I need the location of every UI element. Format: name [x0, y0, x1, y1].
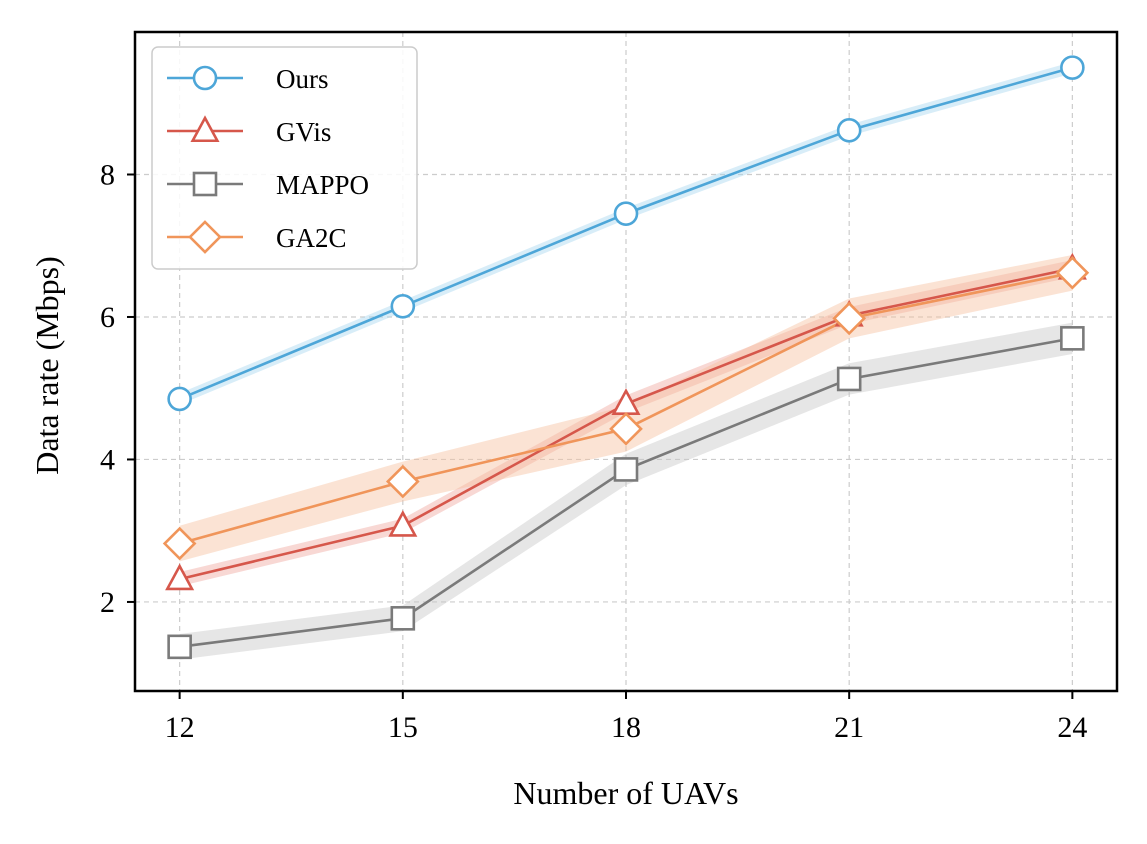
x-ticks: 12 15 18 21 24	[165, 691, 1087, 744]
y-ticks: 2 4 6 8	[100, 158, 135, 619]
band-mappo	[179, 322, 1073, 660]
data-point-mappo	[836, 366, 862, 392]
x-tick-label: 15	[388, 711, 418, 744]
data-point-ours	[836, 118, 862, 143]
legend-box	[151, 46, 418, 270]
x-tick-label: 18	[611, 711, 641, 744]
data-point-mappo	[167, 634, 192, 660]
legend-marker-ga2c	[188, 220, 222, 254]
data-point-gvis	[388, 509, 418, 537]
legend-marker-mappo	[192, 171, 218, 197]
data-point-ga2c	[832, 301, 867, 336]
legend-marker-gvis	[190, 115, 220, 143]
y-tick-label: 6	[100, 301, 115, 334]
data-point-mappo	[390, 606, 416, 631]
data-point-ga2c	[609, 411, 643, 446]
data-point-gvis	[165, 563, 195, 591]
data-point-ga2c	[1055, 255, 1090, 290]
x-tick-label: 21	[834, 711, 864, 744]
data-point-ga2c	[162, 526, 197, 561]
data-point-ours	[1060, 55, 1085, 80]
legend-label-ours: Ours	[276, 64, 329, 94]
y-tick-label: 2	[100, 586, 115, 619]
band-gvis	[179, 259, 1073, 587]
x-tick-label: 12	[165, 711, 195, 744]
legend-label-ga2c: GA2C	[276, 223, 347, 253]
legend: Ours GVis MAPPO GA2C	[151, 46, 418, 270]
data-point-ours	[390, 293, 416, 319]
y-tick-label: 8	[100, 158, 115, 191]
data-point-ga2c	[385, 464, 420, 499]
data-point-ours	[613, 201, 639, 226]
data-point-ours	[167, 386, 192, 412]
data-point-mappo	[1060, 326, 1085, 351]
band-ours	[179, 61, 1073, 405]
legend-label-gvis: GVis	[276, 117, 331, 147]
legend-label-mappo: MAPPO	[276, 170, 369, 200]
y-tick-label: 4	[100, 443, 115, 476]
x-axis-label: Number of UAVs	[513, 775, 738, 811]
y-axis-label: Data rate (Mbps)	[29, 256, 65, 475]
series-markers	[162, 55, 1090, 660]
x-tick-label: 24	[1057, 711, 1087, 744]
data-point-mappo	[613, 457, 639, 482]
legend-marker-ours	[192, 65, 218, 91]
